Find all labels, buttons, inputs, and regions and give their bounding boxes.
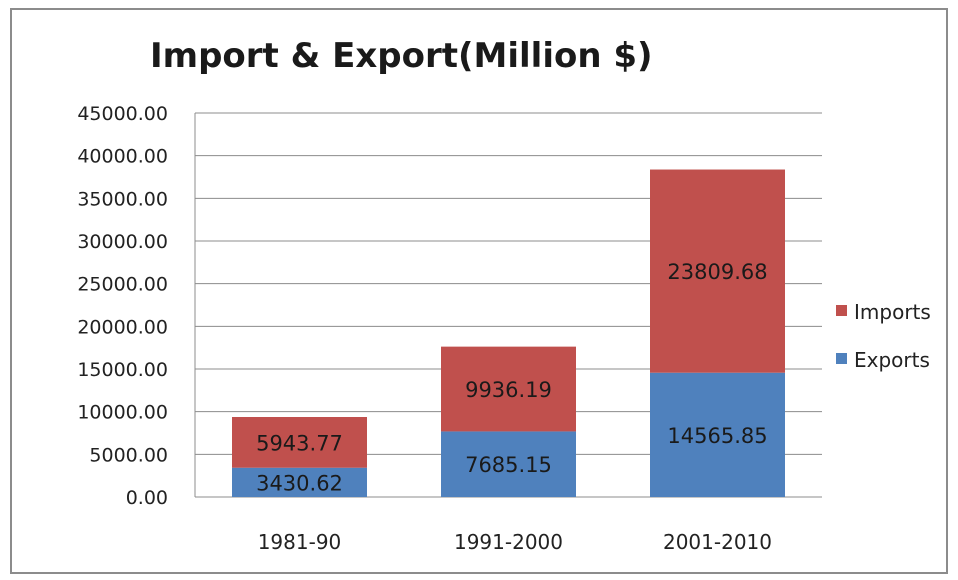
y-tick-label: 15000.00 — [77, 359, 168, 381]
data-label-exports: 14565.85 — [667, 424, 767, 448]
y-tick-label: 40000.00 — [77, 146, 168, 168]
bar-imports — [650, 169, 785, 373]
data-label-imports: 5943.77 — [256, 431, 343, 455]
legend-label-imports: Imports — [854, 300, 931, 324]
y-tick-label: 0.00 — [126, 487, 168, 509]
bar-imports — [441, 346, 576, 432]
y-tick-label: 45000.00 — [77, 103, 168, 125]
data-label-exports: 3430.62 — [256, 471, 343, 495]
y-tick-label: 30000.00 — [77, 231, 168, 253]
y-tick-label: 10000.00 — [77, 402, 168, 424]
bar-exports — [441, 431, 576, 497]
y-tick-label: 35000.00 — [77, 188, 168, 210]
bar-imports — [232, 417, 367, 468]
y-tick-label: 5000.00 — [89, 444, 168, 466]
x-tick-label: 1981-90 — [258, 530, 342, 554]
data-label-imports: 9936.19 — [465, 378, 552, 402]
data-label-imports: 23809.68 — [667, 260, 767, 284]
bar-exports — [232, 467, 367, 497]
chart-title: Import & Export(Million $) — [150, 36, 653, 76]
x-tick-label: 2001-2010 — [663, 530, 772, 554]
x-tick-label: 1991-2000 — [454, 530, 563, 554]
bar-exports — [650, 372, 785, 497]
legend-label-exports: Exports — [854, 348, 930, 372]
y-tick-label: 25000.00 — [77, 274, 168, 296]
y-tick-label: 20000.00 — [77, 316, 168, 338]
data-label-exports: 7685.15 — [465, 453, 552, 477]
legend-swatch-exports — [836, 353, 847, 364]
legend-swatch-imports — [836, 305, 847, 316]
